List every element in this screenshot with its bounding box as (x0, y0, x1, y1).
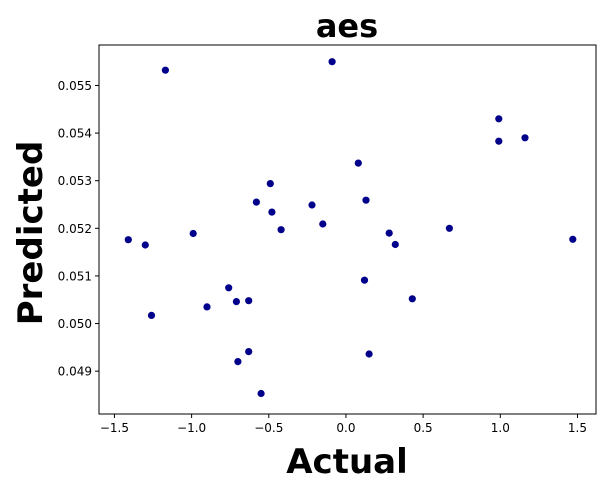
y-tick-label: 0.052 (58, 222, 92, 236)
data-point (161, 66, 169, 74)
data-point (203, 303, 211, 311)
data-point (147, 311, 156, 319)
y-tick-label: 0.049 (58, 365, 92, 379)
data-point (257, 389, 265, 398)
data-point (360, 276, 369, 284)
data-point (362, 196, 370, 204)
data-point (319, 220, 327, 228)
y-tick-label: 0.055 (58, 79, 92, 93)
data-point (569, 235, 577, 243)
data-point (277, 226, 285, 234)
x-tick-label: 1.5 (568, 421, 587, 435)
x-axis-title: Actual (286, 442, 408, 482)
data-point (521, 134, 529, 142)
y-tick-label: 0.053 (58, 174, 92, 188)
x-tick-label: −1.5 (100, 421, 129, 435)
x-tick-label: −0.5 (254, 421, 283, 435)
data-point (225, 284, 233, 292)
y-tick-label: 0.051 (58, 269, 92, 283)
x-tick-label: 0.0 (336, 421, 355, 435)
data-point (308, 201, 316, 209)
chart-title: aes (316, 7, 378, 45)
x-tick-label: 0.5 (414, 421, 433, 435)
data-point (354, 159, 362, 167)
plot-area: −1.5 −1.0 −0.5 0.0 0.5 1.0 1.5 0.049 0.050 0.051 0… (58, 44, 597, 435)
y-tick-label: 0.054 (58, 127, 92, 141)
data-point (245, 348, 253, 356)
data-point (268, 208, 276, 216)
data-point (245, 297, 253, 305)
data-point (328, 58, 336, 66)
data-point (266, 180, 274, 188)
data-point (385, 229, 393, 237)
axes-frame (98, 44, 597, 415)
y-axis-title: Predicted (11, 141, 51, 326)
data-point (234, 358, 242, 366)
x-tick-label: −1.0 (177, 421, 206, 435)
y-tick-label: 0.050 (58, 317, 92, 331)
data-point (124, 236, 132, 244)
data-point (232, 298, 240, 306)
data-point (408, 295, 416, 303)
data-point (495, 115, 503, 123)
data-point (189, 229, 197, 238)
data-point (141, 241, 149, 249)
x-tick-label: 1.0 (491, 421, 510, 435)
data-point (445, 224, 453, 232)
data-point (252, 198, 260, 206)
data-point (365, 350, 373, 358)
data-point (391, 240, 399, 249)
data-point (495, 137, 503, 145)
